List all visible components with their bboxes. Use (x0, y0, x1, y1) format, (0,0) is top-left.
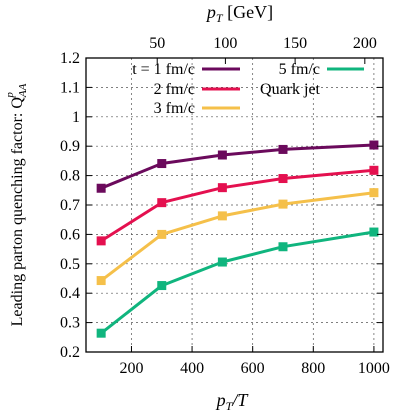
y-tick-label: 0.6 (60, 226, 80, 243)
data-point (217, 150, 227, 160)
y-tick-label: 0.5 (60, 256, 80, 273)
grid-lines (86, 58, 383, 352)
data-point (157, 281, 167, 291)
data-point (96, 236, 106, 246)
y-tick-label: 1.2 (60, 50, 80, 67)
data-point (217, 183, 227, 193)
y-tick-label: 0.2 (60, 344, 80, 361)
legend-label-quark-jet: Quark jet (260, 81, 321, 98)
x-tick-label: 1000 (358, 360, 390, 377)
y-tick-label: 0.4 (60, 285, 80, 302)
series-line-3 (100, 191, 375, 282)
data-point (369, 227, 379, 237)
y-tick-label: 1.1 (60, 79, 80, 96)
legend-label-1: t = 1 fm/c (132, 61, 195, 78)
top-tick-label: 150 (283, 35, 307, 52)
data-point (157, 198, 167, 208)
data-point (278, 199, 288, 209)
data-point (217, 211, 227, 221)
top-tick-label: 200 (353, 35, 377, 52)
data-point (96, 183, 106, 193)
x-tick-label: 200 (119, 360, 143, 377)
series-line-1 (100, 143, 374, 190)
y-tick-label: 0.7 (60, 197, 80, 214)
y-axis-title: Leading parton quenching factor: QAAp (4, 83, 29, 326)
data-point (278, 174, 288, 184)
series-line-4 (100, 230, 375, 335)
y-tick-label: 0.8 (60, 168, 80, 185)
plot-frame (85, 57, 384, 353)
data-point (278, 144, 288, 154)
series-line-2 (100, 168, 375, 243)
legend-label-3: 3 fm/c (154, 100, 195, 117)
x-tick-label: 400 (180, 360, 204, 377)
data-point (369, 140, 379, 150)
x-tick-label: 800 (301, 360, 325, 377)
y-tick-label: 0.3 (60, 315, 80, 332)
top-tick-label: 50 (149, 35, 165, 52)
legend: t = 1 fm/c 2 fm/c 3 fm/c 5 fm/c Quark jet (132, 61, 364, 117)
data-point (157, 159, 167, 169)
data-point (369, 165, 379, 175)
data-point (217, 257, 227, 267)
x-tick-label: 600 (241, 360, 265, 377)
data-point (157, 229, 167, 239)
y-tick-label: 0.9 (60, 138, 80, 155)
top-axis-title: pT [GeV] (205, 2, 273, 25)
y-tick-label: 1 (72, 109, 80, 126)
data-point (278, 242, 288, 252)
x-axis-title: pT/T (215, 390, 250, 413)
legend-label-4: 5 fm/c (279, 61, 320, 78)
axis-ticks: 0.2 0.3 0.4 0.5 0.6 0.7 0.8 0.9 1 1.1 1.2 200 400 600… (60, 35, 390, 377)
series-layer (96, 140, 379, 338)
data-point (96, 276, 106, 286)
legend-label-2: 2 fm/c (154, 81, 195, 98)
data-point (369, 188, 379, 198)
top-tick-label: 100 (213, 35, 237, 52)
data-point (96, 328, 106, 338)
